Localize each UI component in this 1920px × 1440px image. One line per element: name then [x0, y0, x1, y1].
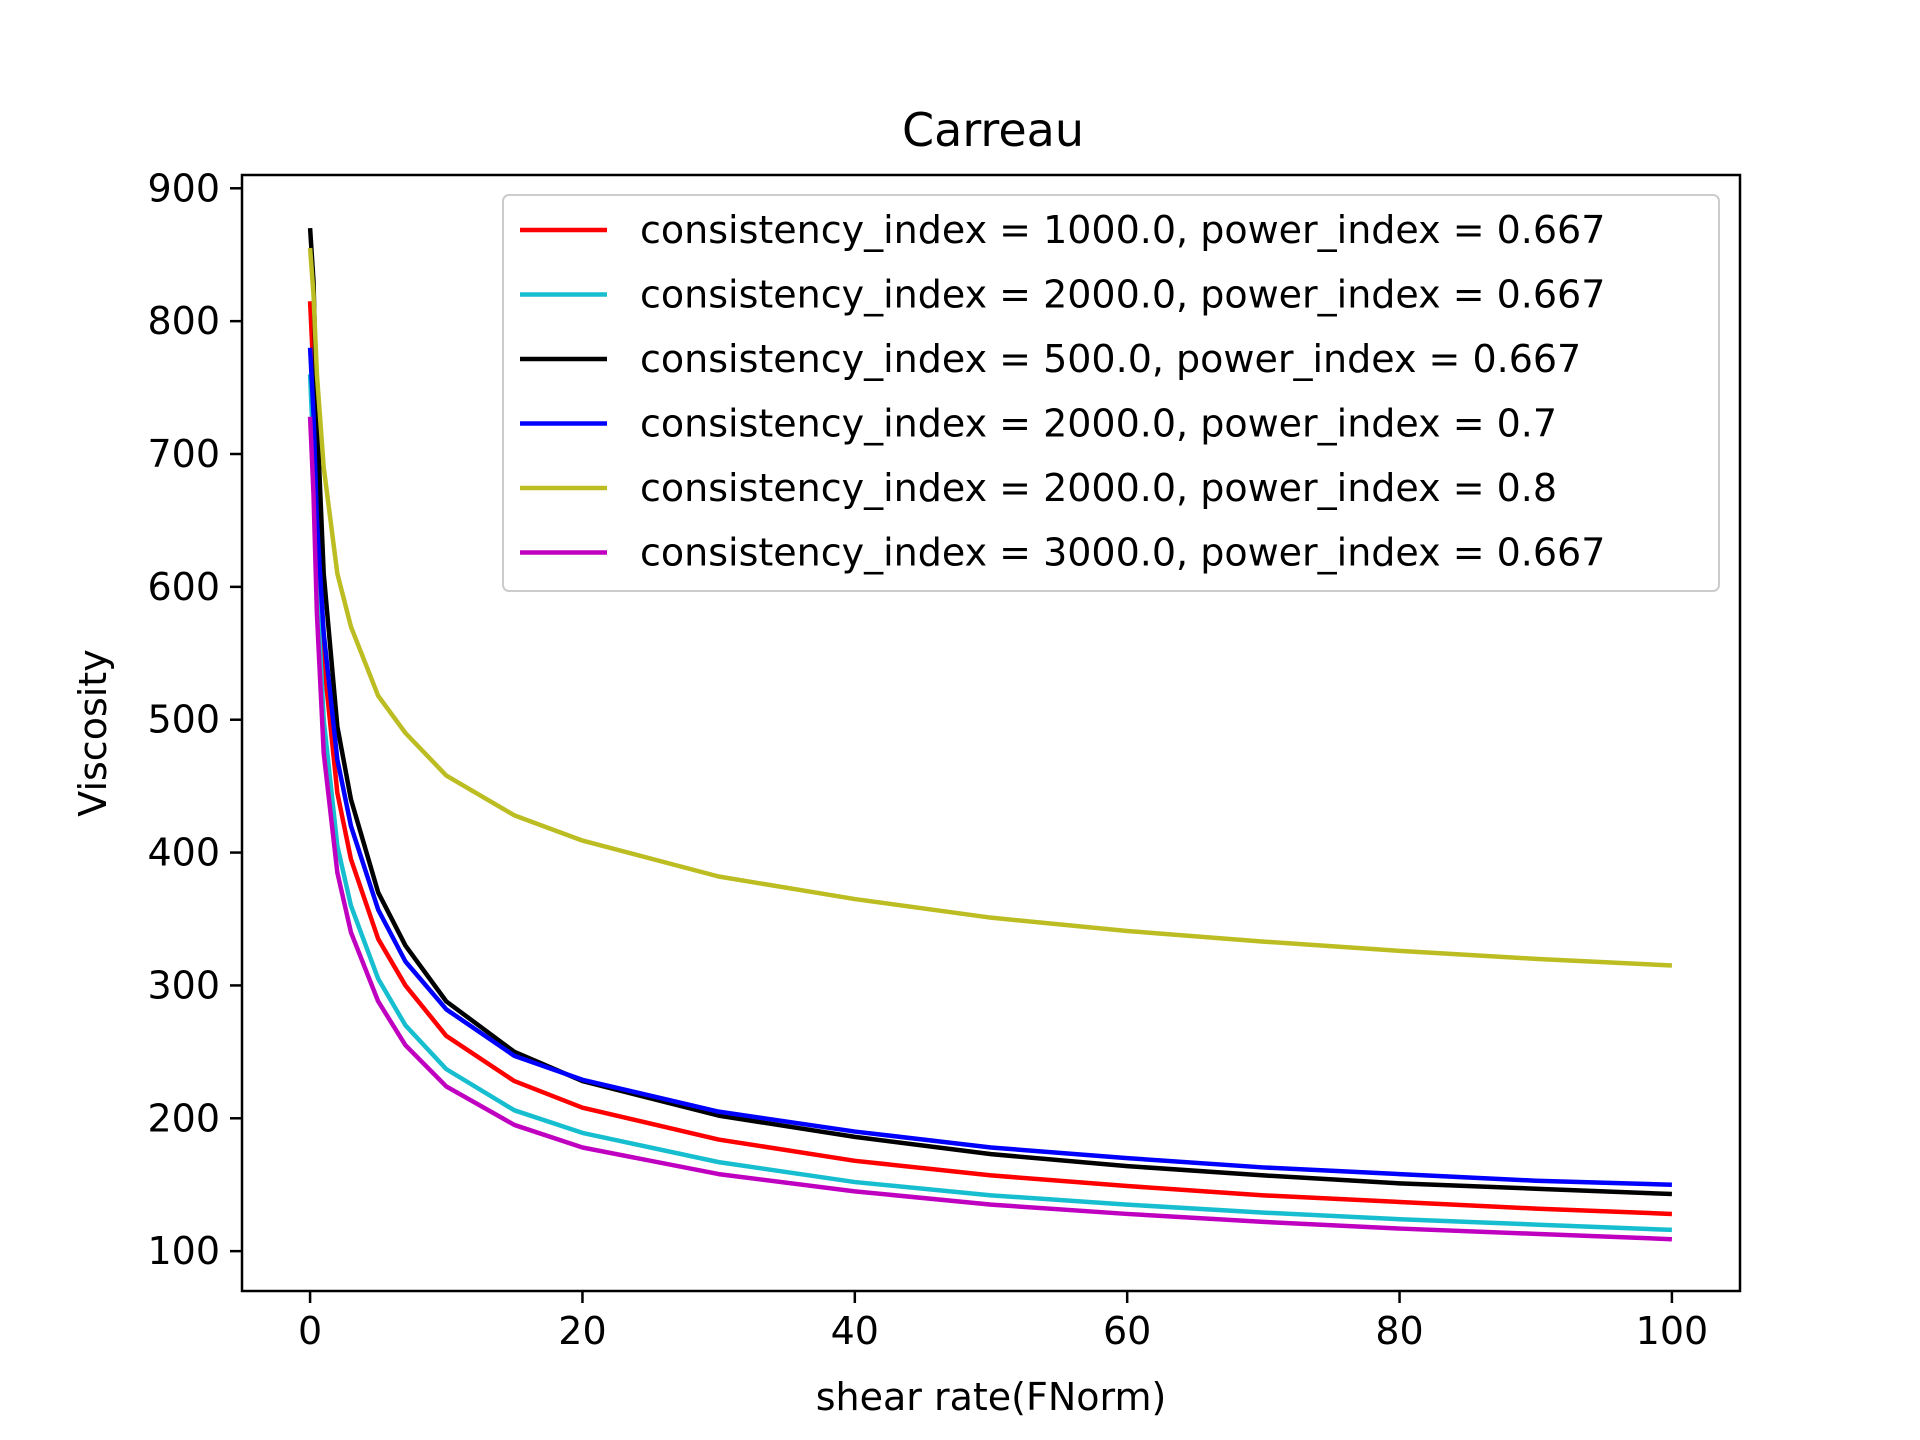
y-tick-label: 800 — [147, 299, 220, 343]
x-axis-label: shear rate(FNorm) — [816, 1375, 1167, 1419]
y-axis: 100 200 300 400 500 600 700 800 900 — [147, 166, 242, 1273]
y-tick-label: 300 — [147, 963, 220, 1007]
legend: consistency_index = 1000.0, power_index … — [502, 194, 1720, 592]
x-tick-label: 20 — [558, 1309, 606, 1353]
plot-lines — [307, 227, 1673, 1242]
y-axis-label: Viscosity — [71, 649, 115, 816]
x-tick-label: 60 — [1103, 1309, 1151, 1353]
chart-title: Carreau — [902, 103, 1084, 157]
y-tick-label: 200 — [147, 1096, 220, 1140]
legend-label-4: consistency_index = 2000.0, power_index … — [640, 402, 1557, 446]
x-axis: 0 20 40 60 80 100 — [298, 1291, 1708, 1353]
y-tick-label: 100 — [147, 1229, 220, 1273]
y-tick-label: 700 — [147, 432, 220, 476]
y-tick-label: 600 — [147, 565, 220, 609]
series-line-4 — [307, 347, 1672, 1187]
legend-label-5: consistency_index = 2000.0, power_index … — [640, 466, 1557, 510]
series-line-1 — [307, 301, 1672, 1217]
legend-label-3: consistency_index = 500.0, power_index =… — [640, 337, 1581, 381]
series-line-6 — [307, 416, 1672, 1242]
series-line-5 — [307, 247, 1673, 968]
series-line-3 — [307, 227, 1672, 1197]
legend-label-1: consistency_index = 1000.0, power_index … — [640, 208, 1605, 252]
legend-label-2: consistency_index = 2000.0, power_index … — [640, 273, 1605, 317]
y-tick-label: 400 — [147, 831, 220, 875]
x-tick-label: 80 — [1375, 1309, 1423, 1353]
x-tick-label: 40 — [831, 1309, 879, 1353]
y-tick-label: 900 — [147, 166, 220, 210]
axes-frame — [240, 173, 1742, 1293]
legend-label-6: consistency_index = 3000.0, power_index … — [640, 531, 1605, 575]
legend-box — [502, 194, 1720, 592]
x-tick-label: 100 — [1636, 1309, 1709, 1353]
y-tick-label: 500 — [147, 698, 220, 742]
x-tick-label: 0 — [298, 1309, 322, 1353]
